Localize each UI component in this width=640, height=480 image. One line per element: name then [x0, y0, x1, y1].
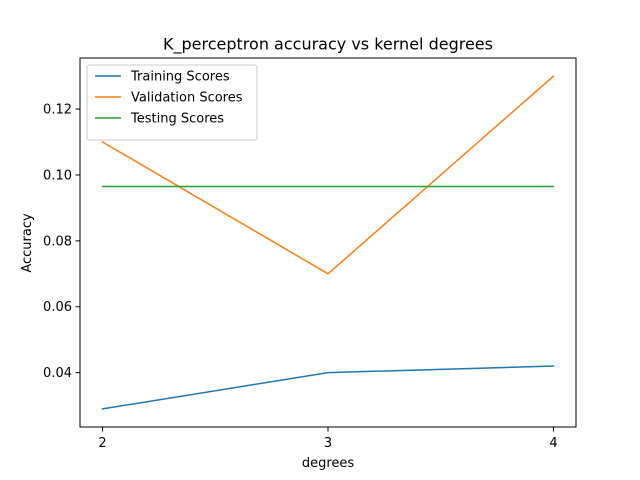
x-tick-label: 2 — [98, 436, 106, 451]
y-axis-ticks: 0.04 0.06 0.08 0.10 0.12 — [43, 103, 80, 381]
y-axis-label: Accuracy — [20, 213, 35, 273]
x-tick-label: 3 — [324, 436, 332, 451]
legend-label: Validation Scores — [131, 91, 243, 106]
y-tick-label: 0.12 — [43, 103, 72, 118]
y-tick-label: 0.08 — [43, 234, 72, 249]
legend-label: Testing Scores — [130, 112, 224, 127]
y-tick-label: 0.06 — [43, 300, 72, 315]
x-axis-ticks: 2 3 4 — [98, 427, 558, 451]
x-axis-label: degrees — [302, 456, 355, 471]
legend: Training Scores Validation Scores Testing … — [86, 64, 258, 141]
series-layer — [101, 75, 555, 410]
chart-title: K_perceptron accuracy vs kernel degrees — [163, 35, 493, 55]
legend-label: Training Scores — [130, 70, 230, 85]
legend-box — [86, 64, 258, 141]
series-line-1 — [101, 365, 555, 410]
y-tick-label: 0.04 — [43, 366, 72, 381]
y-tick-label: 0.10 — [43, 168, 72, 183]
x-tick-label: 4 — [549, 436, 557, 451]
